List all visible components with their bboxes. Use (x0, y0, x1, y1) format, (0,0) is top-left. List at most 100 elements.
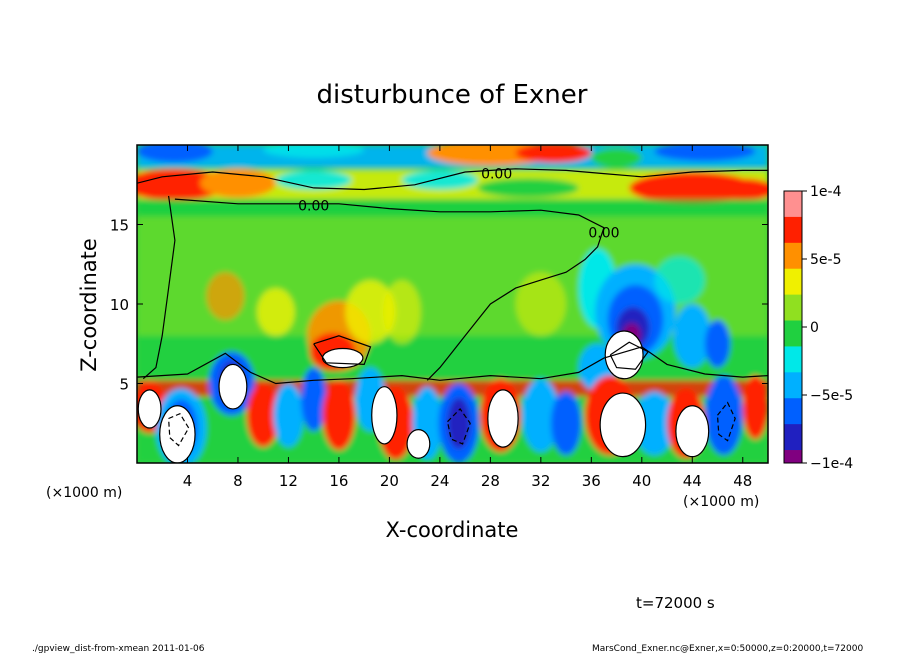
colorbar-step (784, 307, 802, 322)
colorbar-step (784, 255, 802, 270)
x-tick-label: 48 (733, 472, 752, 490)
field-band (137, 199, 768, 217)
x-tick-label: 32 (531, 472, 550, 490)
colorbar-step (784, 320, 802, 334)
field-patch (447, 397, 471, 449)
plot-area (137, 145, 768, 463)
field-patch (477, 178, 579, 198)
colorbar-step (784, 216, 802, 231)
field-patch (704, 319, 731, 368)
x-tick-label: 40 (632, 472, 651, 490)
field-patch (654, 256, 705, 304)
time-label: t=72000 s (636, 594, 715, 612)
contour-label: 0.00 (481, 167, 512, 183)
colorbar-step (784, 411, 802, 425)
y-tick-label: 5 (119, 376, 129, 394)
y-tick-label: 10 (110, 296, 129, 314)
contour-line (142, 195, 176, 380)
saturated-cell (137, 389, 162, 429)
contour-lines (137, 168, 768, 447)
saturated-cell (218, 363, 248, 410)
chart-title: disturbunce of Exner (317, 80, 588, 110)
heatmap-field (137, 145, 768, 463)
colorbar-step (784, 203, 802, 218)
field-patch (742, 375, 768, 440)
contour-line (137, 346, 768, 385)
contour-line (313, 335, 372, 366)
x-axis-ticks: 4 8 12 16 20 24 28 32 36 40 44 48 (183, 145, 752, 490)
field-patch (591, 148, 642, 168)
field-patch (515, 145, 592, 163)
x-tick-label: 36 (582, 472, 601, 490)
field-patch (256, 288, 295, 336)
colorbar-step (784, 372, 802, 386)
x-unit-right: (×1000 m) (683, 494, 759, 510)
contour-line (137, 168, 768, 191)
y-axis-label: Z-coordinate (77, 238, 101, 372)
colorbar-step (784, 242, 802, 257)
x-tick-label: 28 (481, 472, 500, 490)
colorbar-step (784, 450, 802, 464)
colorbar-step (784, 191, 802, 205)
saturated-cell (675, 405, 710, 458)
colorbar-step (784, 359, 802, 373)
colorbar-ticks: 1e-4 5e-5 0 −5e-5 −1e-4 (802, 184, 853, 472)
colorbar-step (784, 424, 802, 438)
colorbar (784, 191, 802, 464)
field-patch (275, 170, 352, 190)
source-footer: MarsCond_Exner.nc@Exner,x=0:50000,z=0:20… (592, 644, 863, 654)
field-patch (206, 272, 245, 320)
contour-line (174, 198, 605, 381)
field-patch (301, 367, 327, 432)
colorbar-step (784, 268, 802, 283)
field-patch (273, 383, 304, 448)
field-patch (634, 391, 675, 456)
field-patch (137, 168, 226, 201)
x-unit-left: (×1000 m) (46, 485, 122, 501)
saturated-cell (321, 347, 364, 369)
x-tick-label: 44 (683, 472, 702, 490)
field-patch (345, 280, 396, 344)
saturated-cell (371, 386, 398, 445)
field-patch (654, 145, 756, 161)
contour-labels: 0.00 0.00 0.00 (298, 167, 619, 242)
saturated-cells (137, 330, 710, 463)
field-patch (521, 378, 560, 452)
field-patch (322, 380, 356, 451)
x-tick-label: 16 (329, 472, 348, 490)
field-patch (704, 375, 743, 456)
x-tick-label: 8 (233, 472, 243, 490)
contour-label: 0.00 (588, 225, 619, 241)
colorbar-step (784, 294, 802, 309)
contour-line (609, 341, 649, 370)
contour-line (168, 412, 190, 447)
colorbar-tick-label: −5e-5 (810, 388, 853, 404)
colorbar-step (784, 385, 802, 399)
colorbar-step (784, 333, 802, 347)
field-patch (137, 145, 213, 163)
field-patch (515, 272, 567, 336)
saturated-cell (159, 405, 196, 463)
y-tick-label: 15 (110, 217, 129, 235)
field-patch (263, 145, 365, 158)
colorbar-step (784, 437, 802, 451)
y-axis-ticks: 5 10 15 (110, 217, 768, 394)
field-patch (383, 280, 421, 344)
script-footer: ./gpview_dist-from-xmean 2011-01-06 (32, 644, 205, 654)
colorbar-tick-label: −1e-4 (810, 456, 853, 472)
x-tick-label: 20 (380, 472, 399, 490)
colorbar-tick-label: 1e-4 (810, 184, 842, 200)
colorbar-step (784, 229, 802, 244)
colorbar-tick-label: 5e-5 (810, 252, 841, 268)
saturated-cell (487, 389, 519, 448)
field-patch (402, 170, 478, 190)
contour-line (446, 407, 471, 445)
saturated-cell (406, 429, 431, 459)
x-tick-label: 12 (279, 472, 298, 490)
x-axis-label: X-coordinate (386, 518, 519, 542)
saturated-cell (599, 392, 647, 458)
colorbar-step (784, 346, 802, 360)
field-patch (200, 168, 276, 198)
x-tick-label: 4 (183, 472, 193, 490)
